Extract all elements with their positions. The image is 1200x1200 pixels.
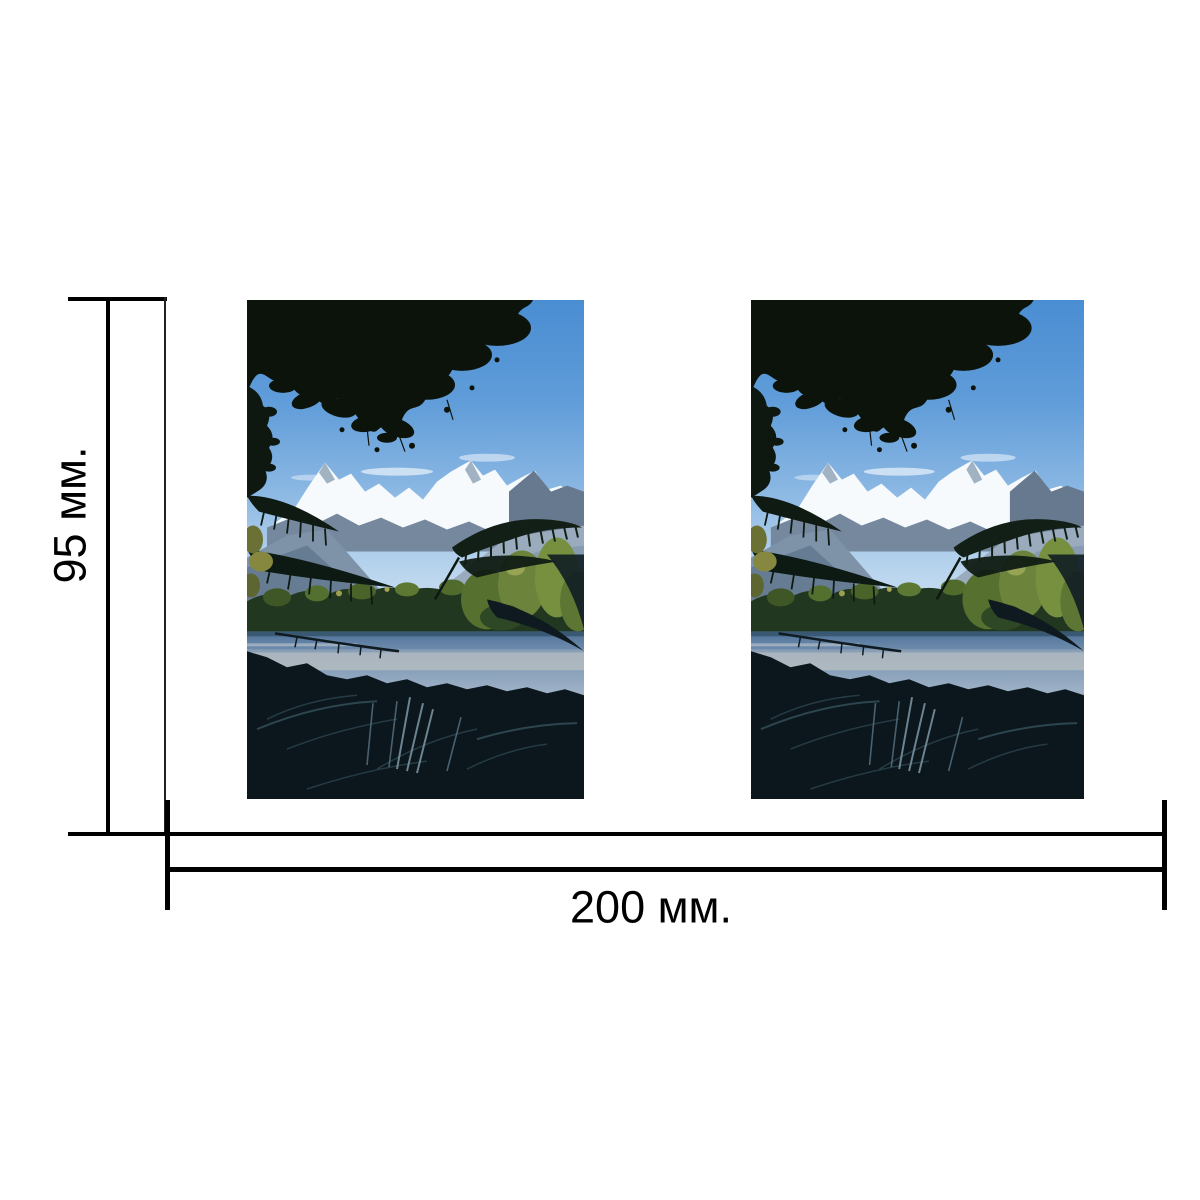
- width-dimension-label: 200 мм.: [570, 881, 732, 933]
- height-extension-line: [164, 297, 166, 834]
- width-dimension-line: [165, 867, 1166, 872]
- height-dimension-line: [106, 297, 110, 834]
- product-photo-left: [247, 300, 584, 799]
- landscape-photo-svg: [751, 300, 1084, 799]
- width-right-tick: [1162, 800, 1167, 910]
- landscape-photo-svg: [247, 300, 584, 799]
- height-top-tick: [68, 297, 167, 301]
- width-left-tick: [165, 800, 170, 910]
- height-dimension-label: 95 мм.: [44, 446, 96, 584]
- baseline-line: [68, 832, 1166, 836]
- product-photo-right: [751, 300, 1084, 799]
